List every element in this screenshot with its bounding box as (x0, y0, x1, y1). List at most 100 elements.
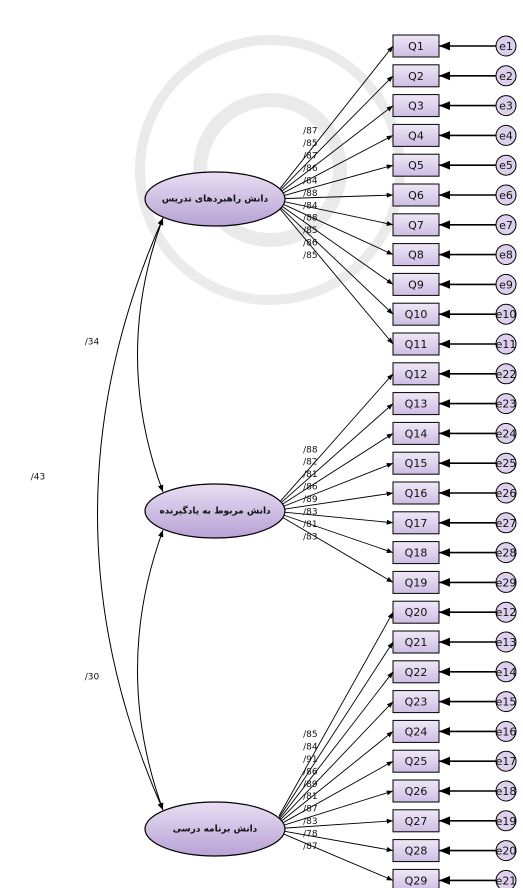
error-term (495, 512, 517, 534)
loading-arrow (278, 831, 394, 881)
item-label: Q22 (405, 666, 428, 679)
loading-label: /87 (303, 127, 317, 137)
loading-label: /81 (303, 470, 317, 480)
error-term (495, 35, 517, 57)
error-label: e22 (496, 368, 517, 381)
item-label: Q9 (408, 278, 424, 291)
loading-label: /82 (303, 458, 317, 468)
item-label: Q28 (405, 845, 428, 858)
item-label: Q15 (405, 457, 428, 470)
loading-arrow (278, 462, 394, 509)
loading-label: /84 (303, 742, 318, 752)
error-label: e26 (496, 487, 517, 500)
loading-label: /86 (303, 483, 318, 493)
error-label: e16 (496, 725, 517, 738)
error-label: e17 (496, 755, 517, 768)
loading-arrow (278, 511, 394, 525)
loading-label: /86 (303, 767, 318, 777)
loading-arrow (278, 611, 394, 817)
item-label: Q18 (405, 547, 428, 560)
loading-label: /85 (303, 226, 317, 236)
item-label: Q26 (405, 785, 428, 798)
item-label: Q4 (408, 129, 424, 142)
item-label: Q7 (408, 219, 424, 232)
error-label: e2 (499, 70, 513, 83)
loading-arrow (278, 203, 394, 285)
error-term (495, 720, 517, 742)
error-label: e10 (496, 308, 517, 321)
error-label: e23 (496, 398, 517, 411)
error-term (495, 333, 517, 355)
loading-label: /89 (303, 495, 318, 505)
loading-arrow (278, 514, 394, 583)
loading-arrow (278, 201, 394, 256)
error-label: e21 (496, 874, 517, 887)
loading-label: /85 (303, 730, 317, 740)
error-label: e3 (499, 100, 513, 113)
correlation-arrow (97, 217, 164, 811)
latent-factor (144, 171, 286, 227)
loading-arrow (278, 790, 394, 828)
loading-arrow (278, 200, 394, 226)
latent-factor (144, 801, 286, 857)
error-label: e25 (496, 457, 517, 470)
error-label: e13 (496, 636, 517, 649)
error-label: e15 (496, 696, 517, 709)
error-term (495, 869, 517, 888)
loading-label: /81 (303, 792, 317, 802)
item-label: Q1 (408, 40, 424, 53)
error-term (495, 601, 517, 623)
loading-arrow (278, 403, 394, 505)
loading-arrow (278, 671, 394, 820)
loading-label: /87 (303, 152, 317, 162)
loading-arrow (278, 207, 394, 345)
item-label: Q5 (408, 159, 424, 172)
error-label: e11 (496, 338, 517, 351)
error-term (495, 482, 517, 504)
error-term (495, 780, 517, 802)
loading-label: /78 (303, 830, 318, 840)
loading-arrow (278, 105, 394, 194)
correlation-label: /34 (85, 338, 100, 348)
item-label: Q6 (408, 189, 424, 202)
loading-label: /86 (303, 239, 318, 249)
loading-label: /88 (303, 189, 318, 199)
item-label: Q23 (405, 696, 428, 709)
loading-label: /88 (303, 445, 318, 455)
loading-label: /81 (303, 520, 317, 530)
correlation-label: /43 (31, 473, 45, 483)
error-term (495, 452, 517, 474)
loading-arrow (278, 701, 394, 822)
error-term (495, 95, 517, 117)
loading-label: /87 (303, 805, 317, 815)
item-label: Q19 (405, 576, 428, 589)
error-term (495, 273, 517, 295)
loading-arrow (278, 45, 394, 191)
item-label: Q27 (405, 815, 428, 828)
correlation-arrow (137, 529, 164, 811)
latent-label: دانش برنامه درسی (173, 825, 258, 835)
item-label: Q21 (405, 636, 428, 649)
loading-arrow (278, 829, 394, 852)
item-label: Q16 (405, 487, 428, 500)
watermark (135, 35, 405, 305)
correlation-arrow (137, 217, 164, 493)
loading-label: /83 (303, 507, 317, 517)
loading-arrow (278, 164, 394, 198)
loading-arrow (278, 433, 394, 507)
error-term (495, 124, 517, 146)
loading-label: /85 (303, 139, 317, 149)
loading-arrow (278, 818, 394, 829)
loading-label: /85 (303, 251, 317, 261)
error-term (495, 631, 517, 653)
loading-label: /83 (303, 532, 317, 542)
loading-label: /87 (303, 842, 317, 852)
item-label: Q24 (405, 725, 428, 738)
error-term (495, 363, 517, 385)
error-term (495, 840, 517, 862)
error-label: e9 (499, 278, 513, 291)
item-label: Q2 (408, 70, 424, 83)
item-label: Q14 (405, 427, 428, 440)
error-term (495, 750, 517, 772)
